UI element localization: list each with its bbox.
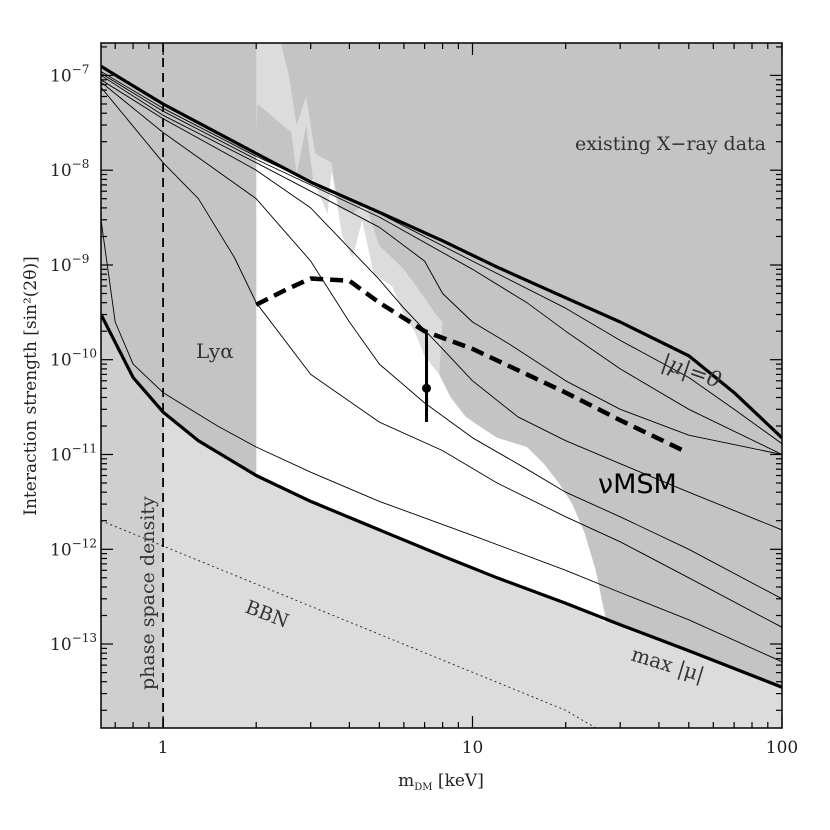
light-region-below-max-mu [101,314,782,728]
y-tick-label: 10−13 [50,631,97,655]
series-line-0 [101,64,782,439]
y-tick-label: 10−12 [50,536,97,560]
y-tick-label: 10−11 [50,442,97,466]
x-tick-label: 10 [462,738,484,758]
plot-frame [100,42,783,729]
x-tick-label: 100 [766,738,798,758]
data-point [422,383,432,393]
x-axis-label: mDM [keV] [398,771,484,793]
y-tick-label: 10−10 [50,347,97,371]
y-tick-label: 10−8 [50,157,89,181]
annotation-xray: existing X−ray data [575,133,766,155]
series-line-5 [101,81,782,600]
phase-space-excluded-region [101,43,164,728]
y-tick-label: 10−7 [50,62,89,86]
y-tick-label: 10−9 [50,252,89,276]
series-line-2 [101,73,782,455]
series-line-7 [101,219,782,663]
annotation-lya: Lyα [196,339,234,363]
bbn-line [101,520,596,728]
x-tick-label: 1 [158,738,169,758]
allowed-region [256,153,607,623]
annotation-phase-space: phase space density [137,496,159,690]
series-line-6 [101,87,782,628]
y-axis-label: Interaction strength [sin²(2θ)] [21,256,41,515]
series-line-1 [101,71,782,445]
series-lines [101,64,782,689]
series-line-8 [101,313,782,689]
series-line-3 [101,75,782,455]
ticks: 1 10 100 10−7 10−8 10−9 10−10 10−11 10−12 10−13 [50,43,798,758]
series-line-9 [255,276,685,453]
annotation-numsm: νMSM [598,469,677,500]
xray-light-band [256,43,443,375]
